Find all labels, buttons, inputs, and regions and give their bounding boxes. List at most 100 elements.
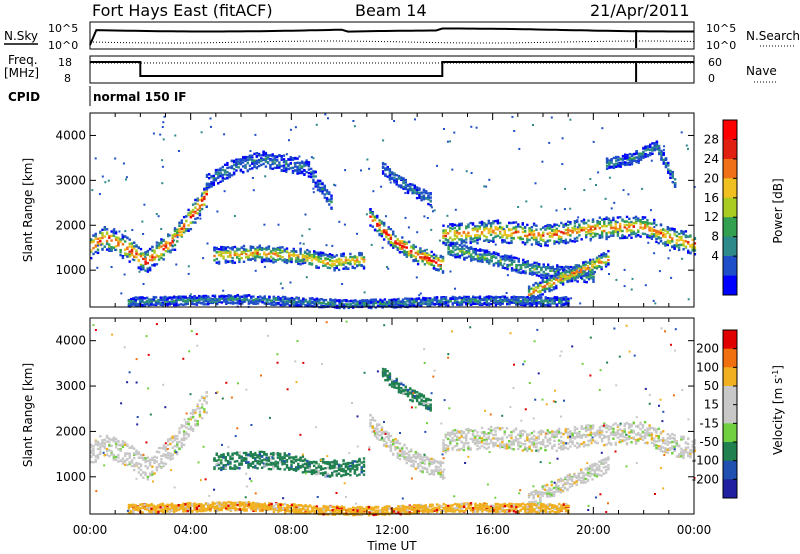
nave-label: Nave (746, 64, 777, 78)
power-cell (352, 306, 355, 309)
power-cell (531, 273, 534, 276)
power-cell (146, 261, 149, 265)
power-cell (203, 195, 206, 199)
power-cell (419, 305, 423, 308)
power-cell (143, 301, 146, 304)
power-cell (453, 234, 457, 237)
power-cell (553, 223, 556, 226)
power-cell (256, 165, 259, 168)
power-cell (264, 175, 267, 178)
power-cell (319, 189, 322, 193)
power-cell (621, 218, 624, 221)
power-cell (628, 224, 631, 227)
power-cell (531, 271, 534, 275)
power-cell (323, 188, 326, 192)
power-cell (303, 261, 307, 264)
power-cell (268, 298, 271, 302)
power-cell (297, 299, 300, 303)
power-cell (550, 284, 553, 288)
power-cell (325, 192, 329, 195)
power-cell (213, 297, 217, 300)
power-cell (276, 248, 280, 251)
power-cell (326, 257, 329, 261)
power-cell (401, 236, 404, 239)
power-cell (532, 283, 535, 287)
power-cell (462, 239, 466, 242)
power-cell (388, 178, 392, 181)
power-cell (604, 254, 608, 258)
power-cell (544, 242, 547, 245)
power-cell (483, 253, 486, 256)
power-cell (171, 233, 174, 237)
power-cell (398, 247, 402, 251)
power-cell (677, 243, 681, 247)
power-cell (374, 298, 377, 301)
power-cell (564, 240, 567, 243)
power-cell (231, 246, 234, 249)
power-cell (114, 157, 117, 160)
power-cell (388, 299, 391, 303)
power-cell (281, 298, 285, 301)
power-cell (510, 296, 513, 299)
power-cell (451, 242, 455, 245)
power-cell (423, 253, 427, 256)
power-cell (322, 260, 325, 263)
power-cell (242, 248, 246, 251)
power-cell (396, 246, 399, 249)
power-cell (403, 240, 406, 244)
power-cell (229, 251, 232, 255)
power-cell (542, 238, 545, 242)
power-cell (167, 250, 170, 253)
power-cell (150, 299, 153, 303)
power-cell (293, 301, 296, 305)
power-cell (232, 163, 236, 167)
power-cell (487, 229, 490, 232)
power-cell (276, 246, 280, 250)
power-cell (321, 192, 324, 195)
power-cell (608, 273, 610, 275)
power-cell (388, 302, 391, 305)
power-cell (139, 252, 143, 255)
power-cell (301, 255, 305, 258)
power-cell (408, 304, 411, 307)
power-cell (535, 228, 538, 231)
power-cell (288, 260, 291, 263)
power-cell (589, 268, 592, 271)
power-cell (415, 192, 419, 195)
power-cell (515, 298, 518, 301)
power-cell (395, 183, 398, 186)
colorbar-swatch (723, 139, 737, 160)
power-cell (467, 252, 471, 255)
power-cell (528, 227, 531, 230)
power-cell (552, 277, 556, 281)
power-cell (303, 161, 306, 164)
power-cell (607, 217, 611, 220)
power-cell (389, 234, 393, 237)
power-cell (90, 238, 93, 241)
power-cell (380, 185, 383, 188)
power-cell (544, 303, 547, 307)
power-cell (349, 259, 352, 262)
power-cell (178, 229, 181, 232)
power-cell (249, 245, 252, 248)
power-cell (551, 229, 554, 232)
power-cell (488, 262, 491, 265)
power-cell (469, 298, 473, 301)
power-cell (124, 252, 127, 256)
power-cell (494, 228, 497, 231)
power-cell (317, 251, 320, 254)
power-cell (414, 255, 417, 259)
power-cell (370, 243, 373, 246)
power-cell (478, 300, 482, 303)
power-cell (237, 161, 240, 164)
power-cell (487, 302, 491, 305)
power-cell (233, 253, 237, 257)
power-cell (458, 227, 461, 231)
power-cell (320, 298, 323, 301)
power-cell (272, 249, 275, 252)
power-cell (356, 256, 359, 259)
power-cell (304, 299, 307, 302)
power-cell (317, 260, 320, 263)
power-cell (655, 144, 659, 148)
power-cell (214, 179, 218, 182)
